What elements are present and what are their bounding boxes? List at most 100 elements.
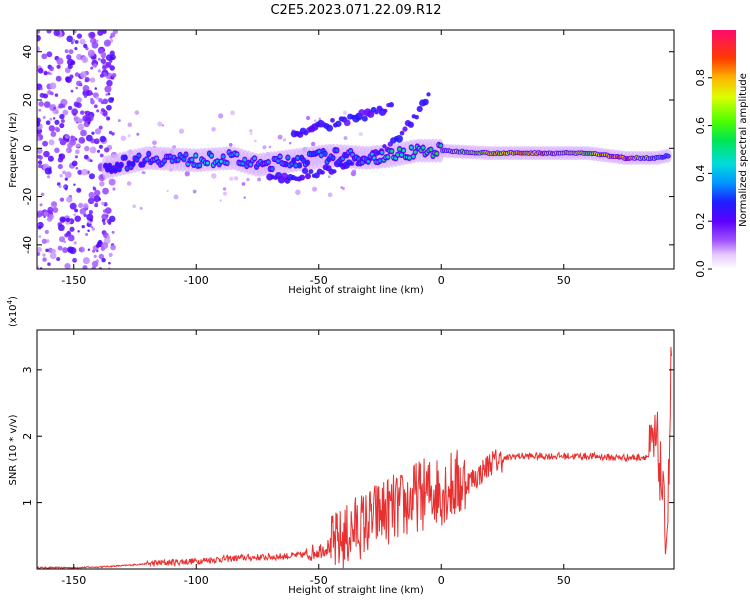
- ridge-core-blob: [331, 156, 335, 160]
- noise-blob: [53, 30, 60, 37]
- ridge-core-blob: [276, 159, 280, 163]
- branch-blob: [426, 92, 431, 97]
- noise-blob: [152, 140, 157, 146]
- ridge-core-blob: [209, 154, 214, 158]
- noise-blob: [54, 93, 59, 97]
- noise-blob: [66, 54, 72, 60]
- noise-blob: [230, 110, 235, 116]
- noise-blob: [313, 119, 317, 123]
- noise-blob: [90, 66, 94, 70]
- ridge-core-blob: [145, 157, 149, 161]
- ridge-core-blob: [135, 157, 139, 162]
- snr-series-line: [37, 346, 672, 569]
- noise-blob: [77, 230, 80, 233]
- noise-blob: [66, 196, 73, 203]
- noise-blob: [71, 108, 79, 116]
- noise-blob: [95, 243, 100, 248]
- noise-blob: [305, 115, 311, 121]
- noise-blob: [96, 249, 99, 253]
- noise-blob: [351, 169, 357, 174]
- noise-blob: [104, 207, 112, 214]
- ridge-core-blob: [380, 150, 384, 154]
- noise-blob: [109, 50, 115, 56]
- ridge-core-blob: [241, 162, 245, 166]
- noise-blob: [96, 109, 100, 113]
- noise-blob: [127, 134, 131, 138]
- colorbar-label: Normalized spectral amplitude: [738, 73, 749, 227]
- noise-blob: [50, 91, 54, 96]
- snr-y-ticks: 1 2 3: [21, 366, 674, 506]
- noise-blob: [66, 58, 74, 66]
- noise-blob: [91, 41, 99, 49]
- ridge-core-blob: [221, 154, 225, 159]
- noise-blob: [107, 92, 111, 96]
- noise-blob: [72, 38, 76, 42]
- noise-blob: [282, 138, 287, 142]
- noise-blob: [73, 241, 77, 245]
- noise-blob: [277, 134, 283, 140]
- branch-blob: [332, 169, 337, 174]
- spectrogram-y-ticks: -40 -20 0 20 40: [21, 45, 674, 254]
- noise-blob: [88, 31, 96, 39]
- ridge-core-blob: [219, 159, 223, 164]
- noise-blob: [74, 208, 77, 212]
- noise-blob: [157, 121, 163, 127]
- ridge-core-blob: [141, 162, 145, 167]
- noise-blob: [358, 132, 363, 137]
- noise-blob: [92, 249, 96, 253]
- noise-blob: [59, 216, 66, 223]
- branch-blob: [422, 98, 429, 106]
- branch-blob: [383, 108, 388, 113]
- noise-blob: [76, 97, 82, 103]
- noise-blob: [88, 191, 95, 199]
- noise-blob: [62, 109, 69, 116]
- ridge-core-blob: [125, 166, 129, 171]
- noise-blob: [74, 40, 79, 44]
- x-tick-label: 50: [557, 574, 571, 587]
- noise-blob: [65, 76, 71, 82]
- noise-blob: [312, 186, 318, 192]
- noise-blob: [59, 173, 63, 178]
- noise-blob: [67, 234, 75, 242]
- noise-blob: [99, 181, 105, 187]
- ridge-core-blob: [298, 163, 302, 167]
- noise-blob: [58, 185, 62, 189]
- branch-blob: [361, 115, 368, 122]
- ridge-core-blob: [198, 163, 202, 167]
- noise-blob: [97, 69, 102, 73]
- noise-blob: [94, 87, 98, 90]
- noise-blob: [262, 145, 267, 150]
- noise-blob: [99, 135, 107, 143]
- x-tick-label: -100: [184, 274, 209, 287]
- ridge-core-blob: [278, 154, 282, 159]
- noise-blob: [83, 203, 89, 209]
- noise-blob: [87, 229, 90, 232]
- noise-blob: [76, 80, 82, 87]
- y-tick-label: 20: [21, 93, 34, 107]
- noise-blob: [60, 197, 64, 202]
- branch-blob: [382, 144, 387, 149]
- noise-blob: [44, 167, 52, 175]
- ridge-core-blob: [182, 157, 186, 161]
- noise-blob: [105, 61, 112, 68]
- branch-blob: [343, 119, 351, 127]
- noise-blob: [73, 116, 81, 123]
- noise-blob: [59, 122, 65, 129]
- noise-blob: [109, 59, 113, 63]
- noise-blob: [243, 196, 246, 199]
- noise-blob: [79, 38, 86, 45]
- noise-blob: [66, 35, 74, 43]
- noise-blob: [69, 202, 77, 210]
- noise-blob: [46, 51, 53, 58]
- noise-blob: [65, 135, 69, 139]
- noise-blob: [79, 208, 86, 215]
- noise-blob: [42, 140, 49, 147]
- noise-blob: [101, 101, 104, 105]
- noise-blob: [55, 127, 61, 133]
- noise-blob: [108, 221, 112, 225]
- noise-blob: [91, 131, 95, 135]
- branch-blob: [308, 169, 314, 175]
- noise-blob: [38, 101, 44, 107]
- noise-blob: [161, 124, 164, 127]
- noise-blob: [67, 142, 73, 149]
